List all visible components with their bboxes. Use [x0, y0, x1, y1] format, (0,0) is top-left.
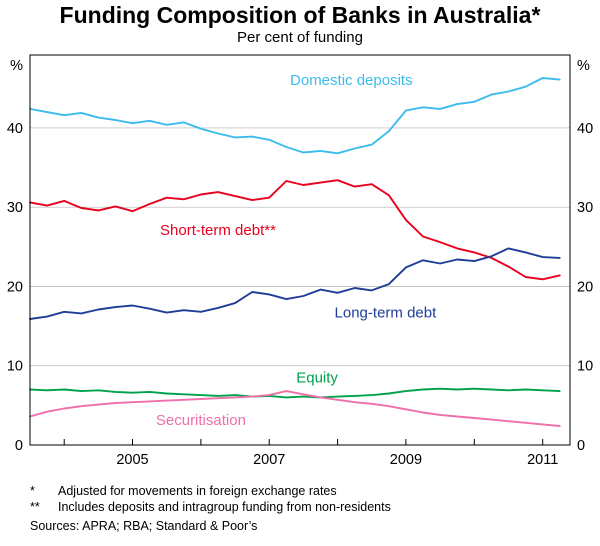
- series-line-domestic-deposits: [29, 76, 561, 155]
- y-tick-label-left-20: 20: [7, 279, 23, 295]
- footnote-2-marker: **: [30, 500, 40, 515]
- series-line-short-term-debt: [29, 179, 561, 281]
- series-label-long-term-debt: Long-term debt: [335, 304, 438, 321]
- x-tick-label-2005: 2005: [116, 452, 148, 468]
- y-tick-label-left-10: 10: [7, 359, 23, 375]
- y-tick-label-left-0: 0: [15, 438, 23, 454]
- y-tick-label-right-40: 40: [577, 121, 593, 137]
- x-tick-label-2011: 2011: [527, 452, 558, 468]
- footnote-2: ** Includes deposits and intragroup fund…: [30, 499, 574, 516]
- chart-subtitle: Per cent of funding: [237, 29, 363, 47]
- y-tick-label-right-20: 20: [577, 279, 593, 295]
- series-label-securitisation: Securitisation: [156, 412, 246, 429]
- y-tick-label-left-40: 40: [7, 121, 23, 137]
- footnote-1-text: Adjusted for movements in foreign exchan…: [58, 483, 337, 498]
- y-tick-label-right-30: 30: [577, 200, 593, 216]
- sources-line: Sources: APRA; RBA; Standard & Poor’s: [30, 518, 258, 533]
- series-label-short-term-debt: Short-term debt**: [160, 222, 276, 239]
- footnote-1-marker: *: [30, 483, 35, 498]
- chart-title: Funding Composition of Banks in Australi…: [59, 2, 541, 28]
- y-axis-unit-right: %: [577, 58, 590, 74]
- series-label-equity: Equity: [296, 369, 338, 386]
- y-tick-label-left-30: 30: [7, 200, 23, 216]
- footnotes: * Adjusted for movements in foreign exch…: [30, 483, 574, 535]
- footnote-2-text: Includes deposits and intragroup funding…: [58, 500, 391, 515]
- footnote-1: * Adjusted for movements in foreign exch…: [30, 483, 574, 500]
- y-axis-unit-left: %: [10, 58, 23, 74]
- series-line-equity: [29, 387, 561, 399]
- chart-svg: Domestic deposits Short-term debt** Long-t…: [7, 54, 593, 468]
- series-label-domestic-deposits: Domestic deposits: [290, 72, 413, 89]
- chart-page: Funding Composition of Banks in Australi…: [0, 2, 600, 535]
- series-line-securitisation: [29, 389, 561, 427]
- series-line-long-term-debt: [29, 247, 561, 320]
- x-tick-label-2009: 2009: [390, 452, 422, 468]
- y-tick-label-right-10: 10: [577, 359, 593, 375]
- x-tick-label-2007: 2007: [253, 452, 285, 468]
- y-tick-label-right-0: 0: [577, 438, 585, 454]
- plot-border: [29, 54, 571, 446]
